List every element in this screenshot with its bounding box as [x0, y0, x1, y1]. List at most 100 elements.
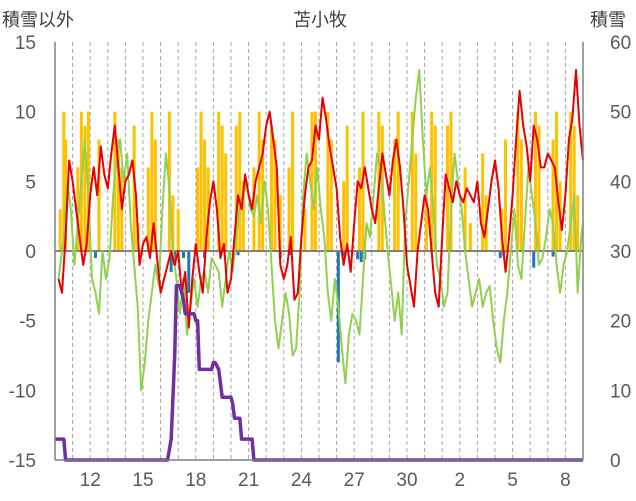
sunshine-bar	[206, 167, 210, 251]
x-tick-label: 27	[344, 470, 365, 491]
sunshine-bar	[569, 111, 573, 252]
left-axis-title: 積雪以外	[2, 10, 74, 31]
precipitation-bar	[181, 251, 185, 258]
right-axis-title: 積雪	[590, 10, 626, 31]
sunshine-bar	[278, 195, 282, 251]
sunshine-bar	[224, 153, 228, 251]
sunshine-bar	[287, 167, 291, 251]
sunshine-bar	[445, 125, 449, 251]
sunshine-bar	[132, 125, 136, 251]
precipitation-bar	[551, 251, 555, 257]
sunshine-bar	[468, 223, 472, 251]
sunshine-bar	[414, 153, 418, 251]
sunshine-bar	[516, 111, 520, 252]
sunshine-bar	[449, 111, 453, 252]
left-tick-label: 15	[15, 33, 36, 54]
sunshine-bar	[303, 209, 307, 251]
sunshine-bar	[203, 139, 207, 251]
sunshine-bar	[396, 111, 400, 252]
sunshine-bar	[62, 111, 66, 252]
precipitation-bar	[498, 251, 502, 258]
sunshine-bar	[342, 181, 346, 251]
sunshine-bar	[424, 195, 428, 251]
sunshine-bar	[58, 209, 62, 251]
sunshine-bar	[199, 111, 203, 252]
sunshine-bar	[269, 125, 273, 251]
sunshine-bar	[241, 181, 245, 251]
x-tick-label: 21	[238, 470, 259, 491]
sunshine-bar	[504, 139, 508, 251]
chart-title: 苫小牧	[293, 10, 347, 31]
right-tick-label: 20	[610, 312, 631, 333]
sunshine-bar	[357, 167, 361, 251]
left-tick-label: -15	[9, 451, 36, 472]
sunshine-bar	[329, 139, 333, 251]
x-tick-label: 12	[80, 470, 101, 491]
sunshine-bar	[97, 139, 101, 251]
precipitation-bar	[187, 251, 191, 293]
sunshine-bar	[220, 125, 224, 251]
left-tick-label: -5	[19, 312, 36, 333]
right-tick-label: 10	[610, 381, 631, 402]
sunshine-bar	[345, 125, 349, 251]
x-tick-label: 18	[185, 470, 206, 491]
sunshine-bar	[150, 111, 154, 252]
left-tick-label: 5	[25, 172, 36, 193]
sunshine-bar	[83, 125, 87, 251]
sunshine-bar	[171, 195, 175, 251]
right-tick-label: 60	[610, 33, 631, 54]
sunshine-bar	[217, 111, 221, 252]
sunshine-bar	[393, 139, 397, 251]
temperature-series-line	[57, 68, 584, 329]
sunshine-bar	[519, 139, 523, 251]
snow_depth-series-line	[55, 284, 583, 462]
precipitation-bar	[93, 251, 97, 258]
sunshine-bar	[116, 139, 120, 251]
left-tick-label: -10	[9, 381, 36, 402]
left-tick-label: 10	[15, 103, 36, 124]
plot-frame	[54, 42, 584, 461]
left-tick-label: 0	[25, 242, 36, 263]
right-tick-label: 0	[610, 451, 621, 472]
right-tick-label: 50	[610, 103, 631, 124]
precipitation-bar	[359, 251, 363, 263]
sunshine-bar	[153, 139, 157, 251]
precipitation-bar	[532, 251, 536, 268]
sunshine-bar	[310, 111, 314, 252]
sunshine-bar	[291, 111, 295, 252]
sunshine-bar	[576, 195, 580, 251]
sunshine-bar	[481, 153, 485, 251]
sunshine-bar	[196, 167, 200, 251]
line-layer	[55, 68, 584, 462]
sunshine-bar	[326, 111, 330, 252]
x-tick-label: 5	[507, 470, 518, 491]
sunshine-bar	[410, 111, 414, 252]
sunshine-bar	[176, 209, 180, 251]
left-axis: 15 10 5 0 -5 -10 -15	[9, 33, 36, 472]
sunshine-bar	[433, 125, 437, 251]
plot-area	[54, 42, 584, 462]
sunshine-bar	[238, 111, 242, 252]
x-tick-label: 8	[560, 470, 571, 491]
precipitation-bar	[342, 251, 346, 257]
sunshine-bar	[146, 167, 150, 251]
sunshine-bar	[463, 167, 467, 251]
x-tick-label: 30	[396, 470, 417, 491]
sunshine-bar	[533, 111, 537, 252]
x-tick-label: 15	[132, 470, 153, 491]
other-series-line	[57, 68, 584, 392]
sunshine-bar	[273, 139, 277, 251]
x-tick-label: 2	[455, 470, 466, 491]
sunshine-bar	[572, 125, 576, 251]
sunshine-bar	[234, 125, 238, 251]
sunshine-bar	[537, 125, 541, 251]
x-tick-label: 24	[291, 470, 313, 491]
sunshine-bar	[76, 167, 80, 251]
precipitation-bar	[169, 251, 173, 272]
x-axis: 12 15 18 21 24 27 30 2 5 8	[80, 470, 571, 491]
precipitation-bar	[356, 251, 360, 260]
sunshine-bar	[257, 111, 261, 252]
right-tick-label: 30	[610, 242, 631, 263]
sunshine-bar	[551, 139, 555, 251]
